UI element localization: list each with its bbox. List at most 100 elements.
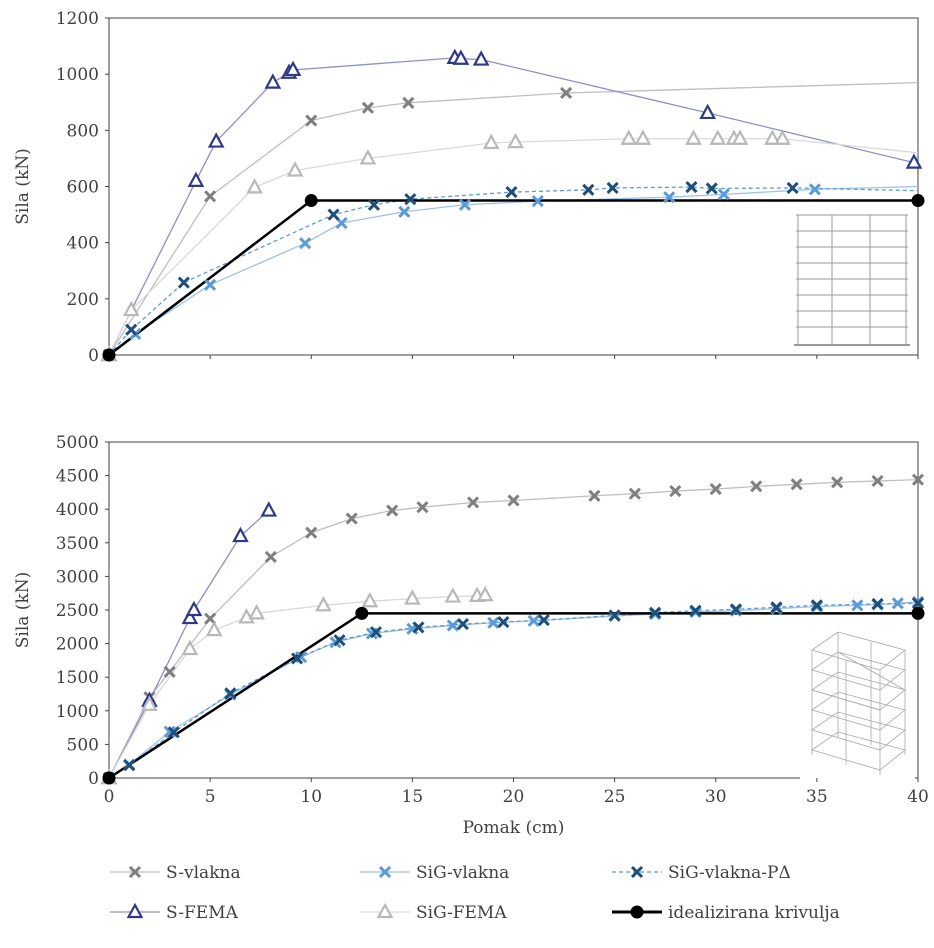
data-point-sig_vlakna [527,614,540,627]
y-tick-label: 1000 [56,702,99,722]
data-point-s_fema [232,526,249,543]
data-point-sig_vlakna [891,597,904,610]
data-point-s_fema [284,60,302,77]
x-tick-label: 0 [104,787,115,807]
data-point-sig_vlakna_pd [224,687,237,700]
data-point-idealizirana [911,194,925,208]
data-point-sig_vlakna [717,188,730,201]
data-point-s_vlakna [163,665,176,678]
data-point-s_vlakna [466,496,480,509]
series-line-sig_fema [108,594,486,779]
y-tick-label: 600 [67,178,99,198]
data-point-sig_vlakna_pd [456,618,469,631]
y-tick-label: 4000 [56,500,99,520]
data-point-s_vlakna [871,474,884,488]
legend-label-sig_vlakna_pd: SiG-vlakna-PΔ [668,863,791,883]
y-axis-label: Sila (kN) [13,148,33,225]
legend-marker-sig_vlakna [378,865,392,879]
data-point-s_vlakna [402,96,415,109]
data-point-s_vlakna [588,489,601,502]
data-point-s_vlakna [831,476,844,489]
data-point-sig_vlakna_pd [369,626,383,639]
legend-marker-s_fema [126,902,144,919]
data-point-s_vlakna [911,473,925,486]
data-point-sig_vlakna_pd [911,597,925,610]
data-point-sig_vlakna_pd [333,634,346,647]
y-tick-label: 3500 [56,534,99,554]
data-point-sig_vlakna [299,237,312,250]
data-point-sig_vlakna_pd [497,616,510,629]
bottom-inset-3d-frame-icon [800,618,915,780]
data-point-sig_vlakna [531,195,544,208]
data-point-sig_fema [141,695,158,711]
data-point-sig_fema [361,591,379,608]
data-point-sig_fema [444,587,462,603]
legend-label-idealizirana: idealizirana krivulja [668,903,840,923]
data-point-sig_vlakna_pd [786,181,799,194]
x-tick-label: 25 [604,787,626,807]
data-point-s_fema [699,103,717,120]
data-point-sig_vlakna_pd [649,606,662,619]
data-point-s_fema [187,171,205,187]
data-point-idealizirana [911,606,925,620]
data-point-sig_fema [774,129,791,145]
data-point-sig_fema [731,129,749,145]
data-point-sig_fema [286,161,304,177]
data-point-idealizirana [304,194,318,208]
data-point-s_vlakna [790,478,803,491]
data-point-sig_vlakna [487,616,500,629]
data-point-sig_vlakna_pd [689,604,702,617]
data-point-sig_fema [685,129,702,145]
data-point-sig_fema [248,604,265,620]
x-tick-label: 10 [300,787,322,807]
data-point-sig_vlakna_pd [705,182,718,195]
data-point-s_fema [185,600,203,617]
data-point-s_vlakna [709,482,722,496]
data-point-idealizirana [102,348,116,362]
top-inset-frame-icon [794,213,910,346]
series-line-sig_vlakna [108,185,919,356]
bottom-chart: 0 500 1000 1500 2000 2500 3000 3500 4000 4500 5000… [13,433,929,838]
legend-label-sig_fema: SiG-FEMA [416,903,507,923]
data-point-sig_fema [507,132,524,149]
data-point-sig_fema [764,129,781,145]
x-axis-label: Pomak (cm) [463,818,565,838]
data-point-s_fema [181,608,199,625]
y-tick-label: 800 [67,121,99,141]
data-point-sig_vlakna_pd [770,601,783,614]
data-point-idealizirana [102,771,116,785]
data-point-sig_fema [181,639,199,656]
legend-marker-s_vlakna [128,865,142,879]
y-tick-label: 400 [67,234,99,254]
y-tick-label: 500 [67,735,99,755]
y-tick-label: 4500 [56,467,99,487]
y-tick-label: 5000 [56,433,99,453]
data-point-sig_fema [315,595,332,612]
legend-marker-sig_fema [376,902,394,919]
data-point-sig_vlakna_pd [729,603,743,616]
legend-label-sig_vlakna: SiG-vlakna [416,863,509,883]
data-point-s_vlakna [264,550,277,563]
data-point-s_fema [264,73,282,89]
data-point-sig_fema [476,585,494,602]
series-line-sig_vlakna [108,601,919,779]
data-point-sig_vlakna [204,278,217,291]
data-point-sig_vlakna [808,183,821,196]
y-tick-label: 3000 [56,567,99,587]
data-point-idealizirana [355,606,369,620]
data-point-sig_fema [404,589,421,605]
data-point-sig_fema [122,300,140,317]
legend-label-s_vlakna: S-vlakna [166,863,241,883]
legend: S-vlakna SiG-vlakna SiG-vlakna-PΔ S-FEMA SiG… [110,863,840,923]
y-tick-label: 1500 [56,668,99,688]
data-point-sig_fema [205,620,223,637]
data-point-s_fema [472,50,490,66]
data-point-s_vlakna [305,114,318,127]
data-point-s_vlakna [345,512,358,525]
data-point-sig_vlakna_pd [871,597,884,611]
x-tick-label: 5 [205,787,216,807]
data-point-sig_fema [709,129,727,145]
series-line-s_vlakna [108,478,919,779]
data-point-s_fema [905,153,923,169]
data-point-sig_vlakna_pd [412,621,425,634]
